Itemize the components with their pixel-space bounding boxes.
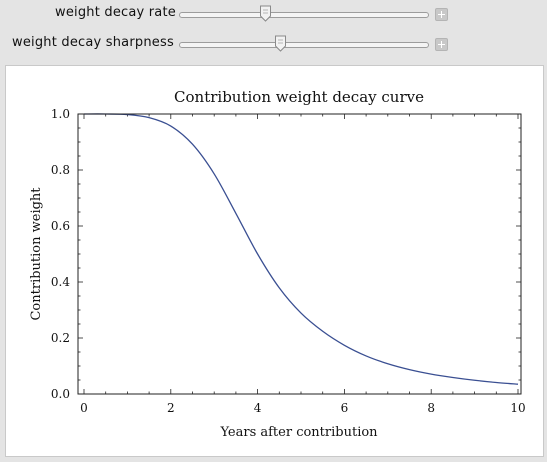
decay-sharpness-expand-button[interactable] [435,38,448,51]
series-line [83,113,519,385]
tick-marks [78,113,521,395]
decay-sharpness-control: weight decay sharpness [0,32,547,56]
y-tick-label: 0.6 [51,219,70,233]
y-tick-label: 1.0 [51,107,70,121]
decay-rate-slider-thumb[interactable] [259,5,272,22]
y-tick-label: 0.4 [51,275,70,289]
x-tick-label: 0 [80,401,88,415]
chart-title: Contribution weight decay curve [174,88,424,106]
decay-rate-control: weight decay rate [0,2,547,26]
decay-rate-label: weight decay rate [55,5,176,20]
y-tick-label: 0.0 [51,387,70,401]
x-tick-label: 2 [167,401,175,415]
decay-chart: Contribution weight decay curve 0 2 4 6 8 100… [29,88,526,440]
x-tick-label: 8 [427,401,435,415]
decay-rate-expand-button[interactable] [435,8,448,21]
x-axis-label: Years after contribution [219,425,378,440]
y-axis-label: Contribution weight [29,187,44,321]
decay-rate-slider[interactable] [179,12,429,18]
x-tick-label: 4 [254,401,262,415]
decay-sharpness-slider[interactable] [179,42,429,48]
plot-frame [77,113,522,395]
decay-sharpness-slider-thumb[interactable] [274,35,287,52]
y-tick-label: 0.2 [51,331,70,345]
x-tick-label: 10 [510,401,525,415]
plot-panel: Contribution weight decay curve 0 2 4 6 8 10 0… [5,65,544,457]
tick-labels: 0 2 4 6 8 10 0.0 0.2 0.4 0.6 0.8 1.0 [51,107,526,415]
y-tick-label: 0.8 [51,163,70,177]
x-tick-label: 6 [341,401,349,415]
decay-sharpness-label: weight decay sharpness [12,35,174,50]
